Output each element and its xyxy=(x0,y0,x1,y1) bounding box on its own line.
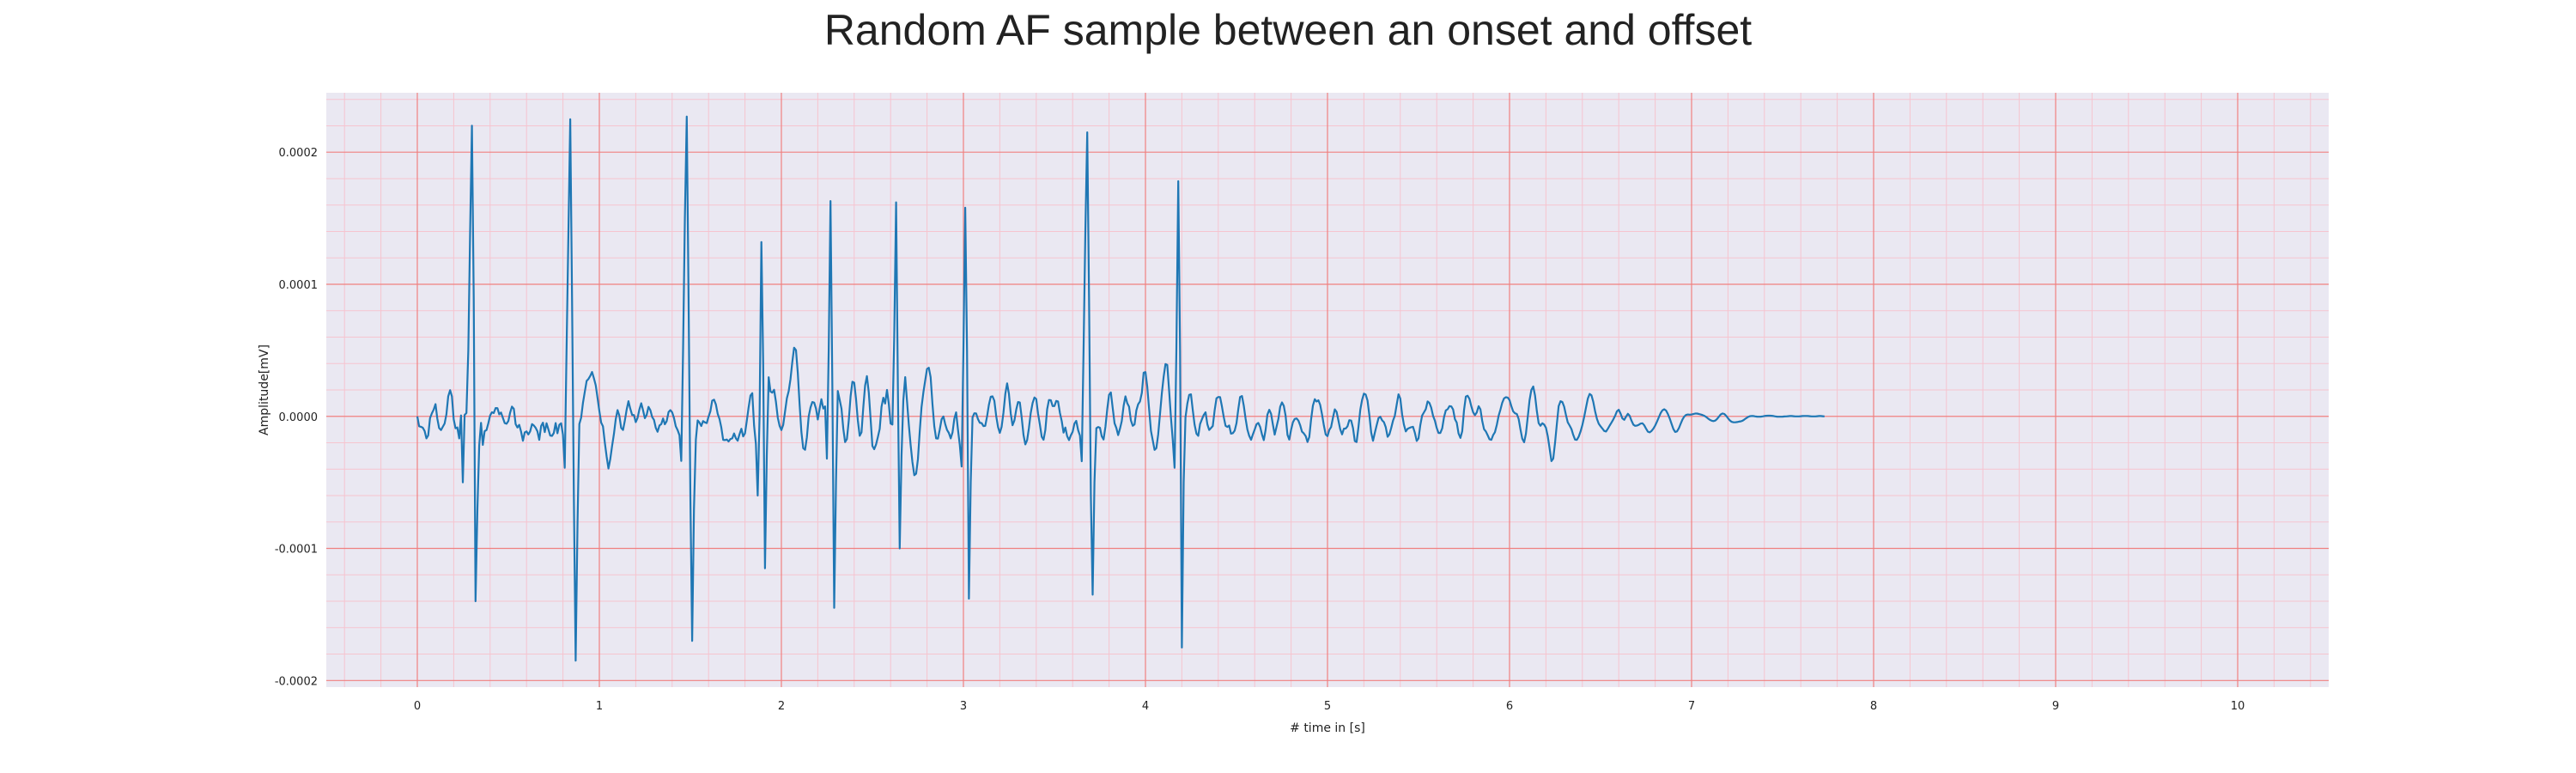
x-tick-label: 7 xyxy=(1688,700,1695,713)
x-tick-label: 1 xyxy=(596,700,603,713)
y-tick-label: -0.0001 xyxy=(275,544,318,557)
y-axis-label: Amplitude[mV] xyxy=(258,344,271,435)
x-tick-label: 3 xyxy=(960,700,967,713)
x-tick-label: 10 xyxy=(2231,700,2245,713)
x-tick-label: 4 xyxy=(1142,700,1149,713)
x-tick-label: 5 xyxy=(1324,700,1331,713)
x-axis-ticks: 0 1 2 3 4 5 6 7 8 9 10 xyxy=(414,700,2245,713)
chart-title: Random AF sample between an onset and of… xyxy=(823,6,1753,54)
x-axis-label: # time in [s] xyxy=(1290,721,1365,735)
x-tick-label: 9 xyxy=(2052,700,2059,713)
x-tick-label: 2 xyxy=(778,700,785,713)
x-tick-label: 6 xyxy=(1506,700,1513,713)
ecg-signal-line xyxy=(416,115,1825,662)
y-axis-ticks: -0.0002 -0.0001 0.0000 0.0001 0.0002 xyxy=(275,147,318,688)
y-tick-label: 0.0002 xyxy=(279,147,319,160)
y-tick-label: 0.0000 xyxy=(279,411,319,424)
major-grid xyxy=(326,93,2329,687)
x-tick-label: 8 xyxy=(1870,700,1877,713)
ecg-series xyxy=(416,115,1825,662)
y-tick-label: -0.0002 xyxy=(275,675,318,688)
x-tick-label: 0 xyxy=(414,700,421,713)
y-tick-label: 0.0001 xyxy=(279,279,319,292)
